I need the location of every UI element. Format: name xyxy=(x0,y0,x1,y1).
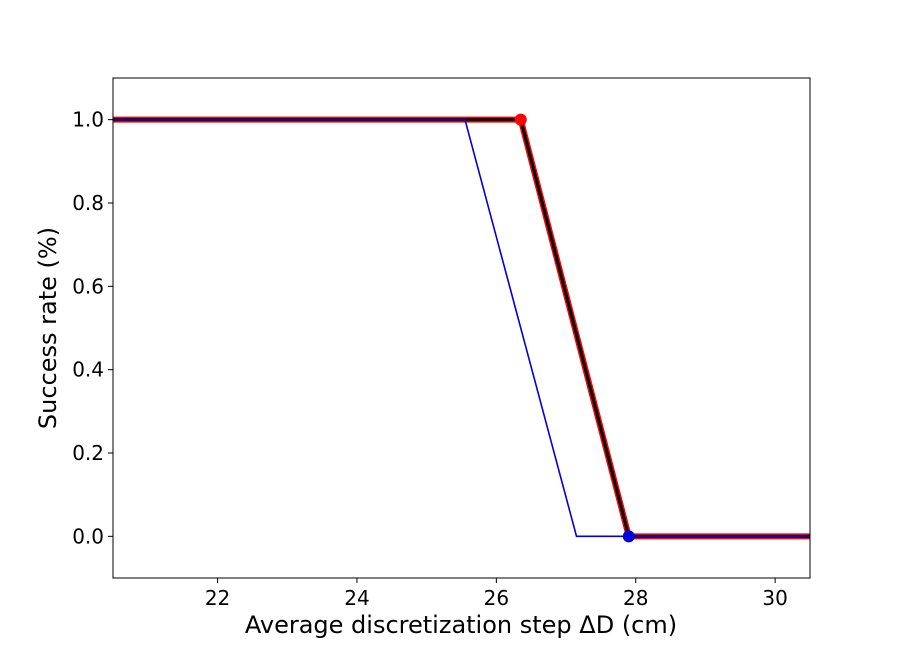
y-tick-label: 0.4 xyxy=(72,358,104,382)
x-tick-label: 28 xyxy=(623,586,648,610)
y-axis-label: Success rate (%) xyxy=(34,227,62,429)
x-axis-label: Average discretization step ΔD (cm) xyxy=(245,611,677,639)
x-tick-label: 30 xyxy=(762,586,787,610)
y-tick-label: 1.0 xyxy=(72,108,104,132)
x-tick-label: 24 xyxy=(344,586,369,610)
series-1-marker-1 xyxy=(514,113,527,126)
marker-layer xyxy=(514,113,635,543)
x-axis-ticks: 22 24 26 28 30 xyxy=(205,578,788,610)
x-tick-label: 22 xyxy=(205,586,230,610)
y-axis-ticks: 0.0 0.2 0.4 0.6 0.8 1.0 xyxy=(72,108,113,548)
plot-frame xyxy=(112,77,811,579)
y-tick-label: 0.6 xyxy=(72,274,104,298)
series-3-marker-1 xyxy=(622,530,635,543)
y-tick-label: 0.0 xyxy=(72,524,104,548)
series-line-1 xyxy=(113,116,810,540)
series-line-3 xyxy=(113,118,810,538)
series-layer xyxy=(113,116,810,540)
y-tick-label: 0.2 xyxy=(72,441,104,465)
series-line-2 xyxy=(113,118,810,538)
x-tick-label: 26 xyxy=(484,586,509,610)
y-tick-label: 0.8 xyxy=(72,191,104,215)
